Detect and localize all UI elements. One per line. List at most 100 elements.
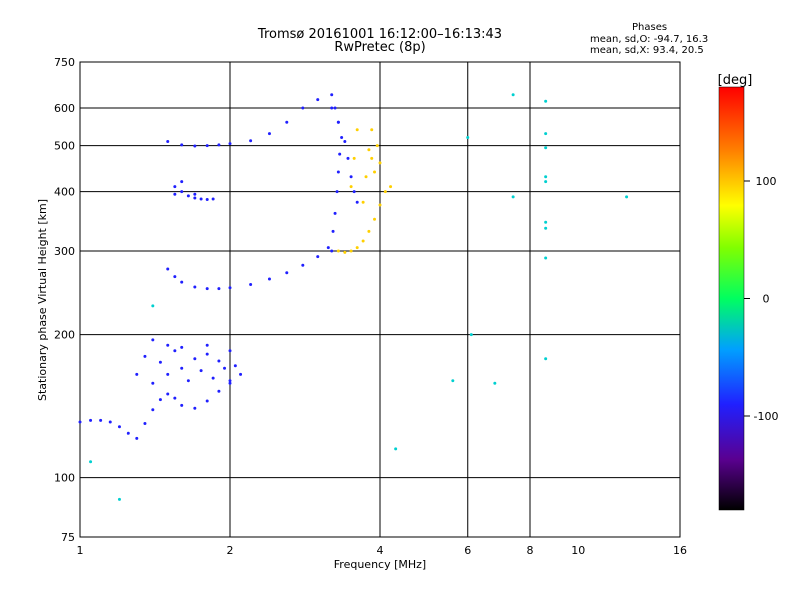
data-point [217, 287, 221, 291]
data-point [340, 136, 344, 140]
colorbar-ticks: 100 0 -100 [744, 175, 778, 423]
data-point [228, 379, 232, 383]
chart-title: Tromsø 20161001 16:12:00–16:13:43 [257, 27, 503, 42]
data-point [301, 263, 305, 267]
y-tick-label: 200 [54, 329, 75, 342]
data-point [228, 286, 232, 290]
data-point [352, 156, 356, 160]
data-point [89, 418, 93, 422]
y-tick-label: 300 [54, 245, 75, 258]
data-point [166, 343, 170, 347]
colorbar-tick-label: -100 [754, 410, 779, 423]
data-point [166, 392, 170, 396]
data-point [117, 497, 121, 501]
y-tick-label: 100 [54, 472, 75, 485]
data-point [239, 372, 243, 376]
data-point [364, 175, 368, 179]
data-point [544, 180, 548, 184]
data-point [166, 372, 170, 376]
stats-o-line: mean, sd,O: -94.7, 16.3 [590, 34, 709, 45]
x-tick-label: 8 [527, 544, 534, 557]
data-point [180, 190, 184, 194]
data-point [285, 120, 289, 124]
data-point [544, 256, 548, 260]
data-point [346, 156, 350, 160]
data-point [199, 197, 203, 201]
y-tick-label: 75 [61, 531, 75, 544]
data-point [193, 144, 197, 148]
data-point [205, 343, 209, 347]
data-point [126, 431, 130, 435]
stats-heading: Phases [632, 22, 668, 33]
data-point [173, 192, 177, 196]
y-tick-label: 400 [54, 186, 75, 199]
data-point [193, 406, 197, 410]
data-point [180, 345, 184, 349]
data-point [211, 197, 215, 201]
stats-x-line: mean, sd,X: 93.4, 20.5 [590, 45, 704, 56]
data-point [544, 99, 548, 103]
data-point [333, 211, 337, 215]
data-point [544, 146, 548, 150]
data-point [151, 304, 155, 308]
data-point [378, 203, 382, 207]
data-point [378, 161, 382, 165]
data-point [316, 98, 320, 102]
data-point [78, 420, 82, 424]
data-point [135, 372, 139, 376]
data-point [228, 349, 232, 353]
data-point [205, 198, 209, 202]
data-point [285, 271, 289, 275]
data-point [151, 381, 155, 385]
data-point [355, 128, 359, 132]
colorbar-label: [deg] [718, 73, 753, 88]
x-tick-label: 2 [227, 544, 234, 557]
data-point [205, 287, 209, 291]
x-tick-label: 4 [377, 544, 384, 557]
data-point [143, 354, 147, 358]
data-point [361, 239, 365, 243]
data-point [355, 200, 359, 204]
data-point [343, 250, 347, 254]
data-points [78, 93, 629, 501]
data-point [511, 93, 515, 97]
data-point [466, 136, 470, 140]
data-point [180, 403, 184, 407]
data-point [383, 190, 387, 194]
data-point [233, 364, 237, 368]
data-point [330, 93, 334, 97]
data-point [367, 229, 371, 233]
data-point [228, 381, 232, 385]
data-point [330, 249, 334, 253]
data-point [180, 366, 184, 370]
data-point [336, 170, 340, 174]
data-point [135, 436, 139, 440]
data-point [349, 175, 353, 179]
data-point [173, 185, 177, 189]
data-point [267, 132, 271, 136]
data-point [375, 144, 379, 148]
data-point [193, 192, 197, 196]
data-point [355, 246, 359, 250]
data-point [349, 249, 353, 253]
y-tick-label: 500 [54, 140, 75, 153]
data-point [108, 420, 112, 424]
axis-ticks: 1 2 4 6 8 10 16 75 100 200 300 400 500 600 750 [54, 56, 687, 557]
data-point [228, 142, 232, 146]
data-point [267, 277, 271, 281]
data-point [151, 338, 155, 342]
data-point [544, 175, 548, 179]
y-axis-label: Stationary phase Virtual Height [km] [36, 199, 49, 401]
x-tick-label: 16 [673, 544, 687, 557]
data-point [389, 185, 393, 189]
data-point [511, 195, 515, 199]
data-point [469, 333, 473, 337]
data-point [89, 460, 93, 464]
data-point [117, 425, 121, 429]
data-point [186, 194, 190, 198]
x-axis-label: Frequency [MHz] [334, 558, 426, 571]
data-point [361, 200, 365, 204]
data-point [193, 285, 197, 289]
x-tick-label: 6 [464, 544, 471, 557]
